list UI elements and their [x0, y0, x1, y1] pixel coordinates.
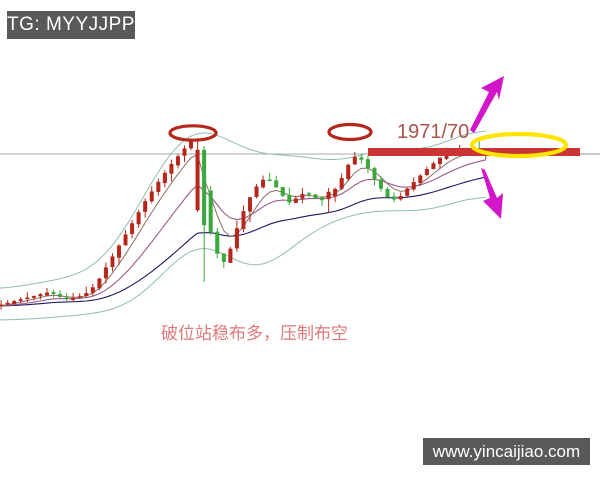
svg-text:破位站稳布多，压制布空: 破位站稳布多，压制布空 — [161, 324, 348, 343]
svg-text:1971/70: 1971/70 — [397, 121, 469, 143]
